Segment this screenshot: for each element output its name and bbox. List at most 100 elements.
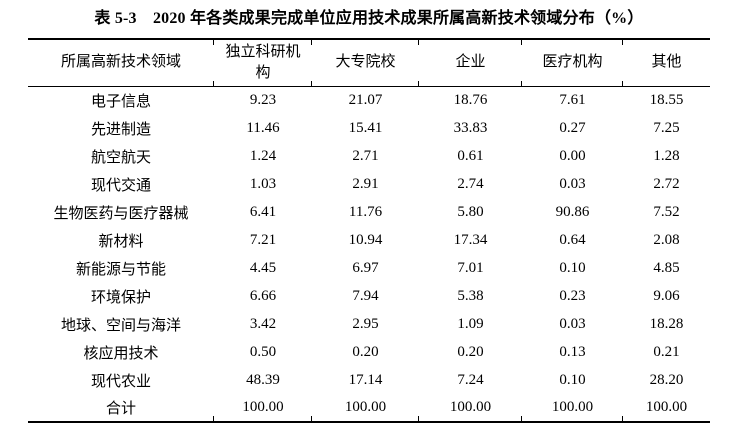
table-caption: 表 5-3 2020 年各类成果完成单位应用技术成果所属高新技术领域分布（%） xyxy=(94,10,644,27)
table-row: 环境保护 6.66 7.94 5.38 0.23 9.06 xyxy=(28,282,710,310)
row-label-cell: 环境保护 xyxy=(90,289,151,306)
column-header-label: 大专院校 xyxy=(335,54,396,71)
value-cell: 0.21 xyxy=(653,343,680,360)
value-cell: 7.24 xyxy=(457,371,484,388)
row-label-cell: 现代农业 xyxy=(90,373,151,390)
value-cell: 1.28 xyxy=(653,147,680,164)
table-header: 所属高新技术领域 独立科研机构 大专院校 企业 医疗机构 其他 xyxy=(28,39,710,87)
value-cell: 28.20 xyxy=(649,371,684,388)
value-cell: 0.03 xyxy=(559,315,586,332)
value-cell: 0.03 xyxy=(559,175,586,192)
value-cell: 21.07 xyxy=(348,91,383,108)
row-label-cell: 生物医药与医疗器械 xyxy=(53,205,189,222)
value-cell: 3.42 xyxy=(249,315,277,332)
table-row: 生物医药与医疗器械 6.41 11.76 5.80 90.86 7.52 xyxy=(28,198,710,226)
value-cell: 11.46 xyxy=(246,119,280,136)
row-label-cell: 核应用技术 xyxy=(83,345,159,362)
value-cell: 6.97 xyxy=(352,259,379,276)
value-cell: 2.95 xyxy=(352,315,379,332)
value-cell: 5.80 xyxy=(457,203,484,220)
table-row: 现代交通 1.03 2.91 2.74 0.03 2.72 xyxy=(28,170,710,198)
value-cell: 5.38 xyxy=(457,287,484,304)
value-cell: 100.00 xyxy=(622,394,710,422)
value-cell: 9.23 xyxy=(249,91,277,108)
value-cell: 90.86 xyxy=(555,203,590,220)
table-row-total: 合计 100.00 100.00 100.00 100.00 100.00 xyxy=(28,394,710,422)
row-label-cell: 地球、空间与海洋 xyxy=(60,317,181,334)
table-row: 地球、空间与海洋 3.42 2.95 1.09 0.03 18.28 xyxy=(28,310,710,338)
value-cell: 2.74 xyxy=(457,175,484,192)
value-cell: 33.83 xyxy=(453,119,488,136)
value-cell: 0.20 xyxy=(352,343,379,360)
value-cell: 7.21 xyxy=(249,231,277,248)
row-label-cell: 先进制造 xyxy=(90,121,151,138)
value-cell: 2.08 xyxy=(653,231,680,248)
row-label-cell: 合计 xyxy=(105,401,136,417)
value-cell: 6.41 xyxy=(249,203,277,220)
value-cell: 2.71 xyxy=(352,147,379,164)
value-cell: 1.03 xyxy=(249,175,277,192)
column-header-research-institute: 独立科研机构 xyxy=(213,39,312,87)
value-cell: 15.41 xyxy=(348,119,383,136)
value-cell: 7.25 xyxy=(653,119,680,136)
value-cell: 100.00 xyxy=(311,394,419,422)
row-label-cell: 新材料 xyxy=(98,233,144,250)
value-cell: 2.91 xyxy=(352,175,379,192)
data-table: 所属高新技术领域 独立科研机构 大专院校 企业 医疗机构 其他 电子信息 9.2… xyxy=(28,38,710,423)
value-cell: 7.01 xyxy=(457,259,484,276)
table-row: 核应用技术 0.50 0.20 0.20 0.13 0.21 xyxy=(28,338,710,366)
value-cell: 0.13 xyxy=(559,343,586,360)
value-cell: 0.50 xyxy=(249,343,277,360)
table-row: 现代农业 48.39 17.14 7.24 0.10 28.20 xyxy=(28,366,710,394)
value-cell: 4.85 xyxy=(653,259,680,276)
value-cell: 100.00 xyxy=(418,394,522,422)
column-header-label: 医疗机构 xyxy=(542,54,603,71)
value-cell: 6.66 xyxy=(249,287,277,304)
value-cell: 0.20 xyxy=(457,343,484,360)
column-header-label: 独立科研机构 xyxy=(225,43,301,81)
value-cell: 9.06 xyxy=(653,287,680,304)
table-row: 新能源与节能 4.45 6.97 7.01 0.10 4.85 xyxy=(28,254,710,282)
value-cell: 18.55 xyxy=(649,91,684,108)
value-cell: 2.72 xyxy=(653,175,680,192)
column-header-field: 所属高新技术领域 xyxy=(28,39,214,87)
table-row: 航空航天 1.24 2.71 0.61 0.00 1.28 xyxy=(28,142,710,170)
row-label-cell: 航空航天 xyxy=(90,149,151,166)
value-cell: 18.28 xyxy=(649,315,684,332)
value-cell: 7.52 xyxy=(653,203,680,220)
value-cell: 18.76 xyxy=(453,91,488,108)
column-header-medical: 医疗机构 xyxy=(521,39,623,87)
header-row: 所属高新技术领域 独立科研机构 大专院校 企业 医疗机构 其他 xyxy=(28,39,710,87)
row-label-cell: 电子信息 xyxy=(90,93,151,110)
value-cell: 0.64 xyxy=(559,231,586,248)
value-cell: 4.45 xyxy=(249,259,277,276)
value-cell: 0.23 xyxy=(559,287,586,304)
value-cell: 0.10 xyxy=(559,371,586,388)
column-header-label: 其他 xyxy=(651,54,682,71)
value-cell: 1.09 xyxy=(457,315,484,332)
table-row: 先进制造 11.46 15.41 33.83 0.27 7.25 xyxy=(28,114,710,142)
value-cell: 1.24 xyxy=(249,147,277,164)
table-body: 电子信息 9.23 21.07 18.76 7.61 18.55 先进制造 11… xyxy=(28,86,710,422)
value-cell: 17.34 xyxy=(453,231,488,248)
value-cell: 100.00 xyxy=(213,394,312,422)
column-header-college: 大专院校 xyxy=(311,39,419,87)
value-cell: 7.61 xyxy=(559,91,586,108)
value-cell: 17.14 xyxy=(348,371,383,388)
column-header-label: 企业 xyxy=(455,54,486,71)
value-cell: 100.00 xyxy=(521,394,623,422)
value-cell: 7.94 xyxy=(352,287,379,304)
table-row: 新材料 7.21 10.94 17.34 0.64 2.08 xyxy=(28,226,710,254)
table-row: 电子信息 9.23 21.07 18.76 7.61 18.55 xyxy=(28,86,710,114)
column-header-other: 其他 xyxy=(622,39,710,87)
value-cell: 0.27 xyxy=(559,119,586,136)
row-label-cell: 现代交通 xyxy=(90,177,151,194)
value-cell: 0.10 xyxy=(559,259,586,276)
column-header-label: 所属高新技术领域 xyxy=(60,54,181,71)
value-cell: 10.94 xyxy=(348,231,383,248)
value-cell: 0.61 xyxy=(457,147,484,164)
value-cell: 0.00 xyxy=(559,147,586,164)
value-cell: 11.76 xyxy=(348,203,383,220)
value-cell: 48.39 xyxy=(246,371,280,388)
